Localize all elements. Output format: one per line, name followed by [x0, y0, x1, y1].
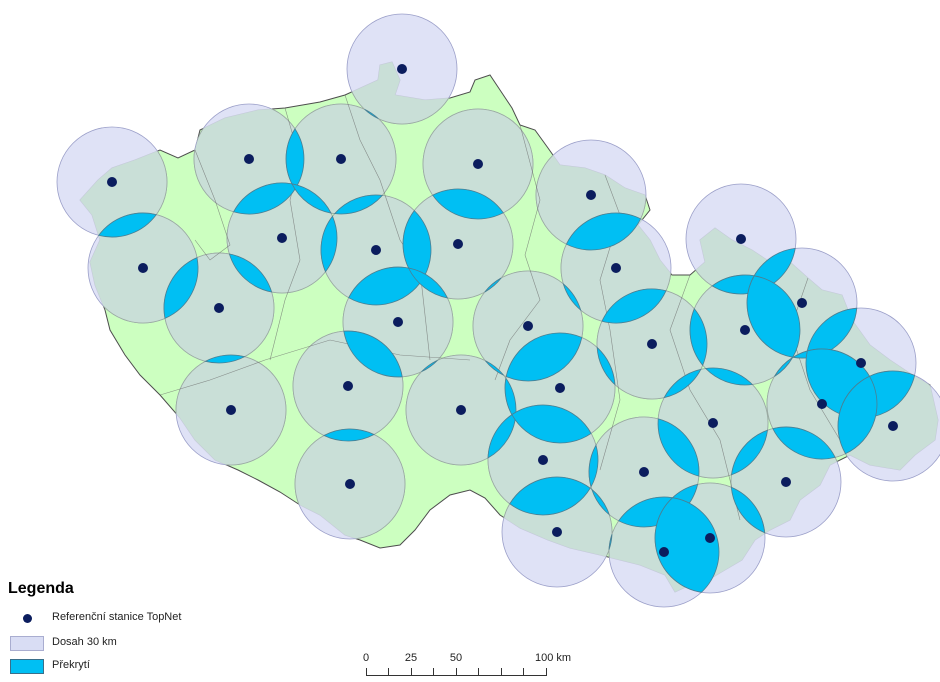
overlap-area [204, 354, 246, 364]
reference-stations [107, 64, 898, 557]
legend-title: Legenda [8, 580, 74, 597]
reference-station [226, 405, 236, 415]
overlap-area [689, 308, 708, 366]
reference-station [586, 190, 596, 200]
legend-item-range: Dosah 30 km [8, 635, 238, 653]
overlap-area [657, 418, 700, 477]
legend-item-stations: Referenční stanice TopNet [8, 610, 238, 628]
reference-station [277, 233, 287, 243]
reference-station [555, 383, 565, 393]
overlap-area [402, 209, 432, 285]
overlap-area [772, 426, 836, 460]
reference-station [888, 421, 898, 431]
overlap-area [608, 534, 613, 550]
reference-station [639, 467, 649, 477]
reference-station [705, 533, 715, 543]
overlap-area [837, 375, 878, 455]
legend-label-range: Dosah 30 km [52, 636, 117, 648]
reference-station [397, 64, 407, 74]
overlap-area [343, 330, 403, 378]
overlap-area [730, 486, 766, 534]
region-border [599, 174, 621, 471]
reference-station [538, 455, 548, 465]
overlap-area [746, 275, 801, 358]
legend-label-stations: Referenční stanice TopNet [52, 611, 182, 623]
overlap-area [509, 476, 591, 516]
overlap-area [421, 359, 438, 373]
reference-station [797, 298, 807, 308]
overlap-area [163, 257, 199, 319]
reference-station [244, 154, 254, 164]
reference-station [371, 245, 381, 255]
scale-label-100: 100 km [534, 652, 572, 664]
overlap-area [320, 215, 338, 273]
reference-station [817, 399, 827, 409]
reference-station [214, 303, 224, 313]
reference-station [552, 527, 562, 537]
overlap-area [511, 404, 592, 444]
scale-label-25: 25 [404, 652, 418, 664]
reference-station [456, 405, 466, 415]
scale-label-0: 0 [362, 652, 370, 664]
overlap-areas [98, 108, 916, 593]
overlap-area [407, 267, 449, 299]
reference-station [708, 418, 718, 428]
reference-station [336, 154, 346, 164]
overlap-area [505, 332, 583, 382]
legend-item-overlap: Překrytí [8, 658, 238, 676]
station-dot-icon [10, 611, 44, 626]
reference-station [647, 339, 657, 349]
reference-station [740, 325, 750, 335]
coverage-swatch-icon [10, 636, 44, 651]
overlap-area [565, 212, 642, 251]
overlap-area [663, 368, 702, 399]
region-border [669, 274, 741, 521]
scale-label-50: 50 [449, 652, 463, 664]
legend: Legenda Referenční stanice TopNet Dosah … [8, 580, 238, 680]
overlap-area [484, 277, 502, 293]
overlap-area [601, 288, 667, 324]
overlap-area [364, 108, 379, 120]
reference-station [393, 317, 403, 327]
overlap-area [590, 488, 611, 516]
overlap-area [596, 346, 616, 386]
overlap-area [704, 367, 754, 386]
overlap-area [588, 444, 599, 488]
overlap-area [285, 128, 305, 190]
overlap-swatch-icon [10, 659, 44, 674]
region-border [494, 124, 541, 381]
reference-station [107, 177, 117, 187]
reference-station [138, 263, 148, 273]
reference-station [453, 239, 463, 249]
overlap-area [228, 253, 273, 293]
overlap-area [333, 194, 384, 215]
reference-station [523, 321, 533, 331]
overlap-area [98, 212, 157, 238]
region-border [194, 149, 231, 261]
overlap-area [654, 497, 720, 593]
overlap-area [504, 377, 517, 421]
reference-station [611, 263, 621, 273]
overlap-area [484, 360, 505, 376]
reference-station [345, 479, 355, 489]
reference-station [781, 477, 791, 487]
reference-station [343, 381, 353, 391]
overlap-area [731, 429, 768, 476]
reference-station [856, 358, 866, 368]
overlap-area [291, 183, 332, 214]
legend-label-overlap: Překrytí [52, 659, 90, 671]
reference-station [659, 547, 669, 557]
reference-station [473, 159, 483, 169]
region-border [159, 339, 471, 396]
overlap-area [562, 282, 582, 312]
scale-bar: 0 25 50 100 km [358, 652, 578, 680]
overlap-area [432, 188, 504, 220]
overlap-area [323, 428, 375, 442]
reference-station [736, 234, 746, 244]
